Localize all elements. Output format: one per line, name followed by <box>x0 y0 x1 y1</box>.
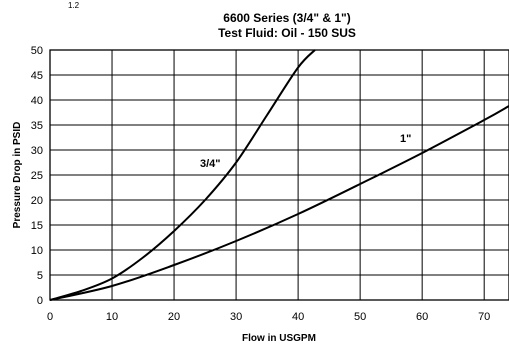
y-axis-label: Pressure Drop in PSID <box>12 122 23 229</box>
x-tick-70: 70 <box>478 311 490 323</box>
x-tick-40: 40 <box>292 311 304 323</box>
corner-text: 1.2 <box>68 1 80 10</box>
y-tick-40: 40 <box>31 95 43 107</box>
series-label-three-quarter-inch: 3/4" <box>200 158 221 170</box>
series-line-2 <box>49 105 509 301</box>
x-tick-50: 50 <box>354 311 366 323</box>
series-label-one-inch: 1" <box>400 133 411 145</box>
x-tick-20: 20 <box>168 311 180 323</box>
chart-subtitle: Test Fluid: Oil - 150 SUS <box>218 26 356 40</box>
series-line-1 <box>49 49 316 301</box>
y-tick-35: 35 <box>31 120 43 132</box>
y-tick-45: 45 <box>31 70 43 82</box>
tick-labels: 0 5 10 15 20 25 30 35 40 45 50 0 10 20 30 40 50 60 70 <box>31 45 491 323</box>
y-tick-50: 50 <box>31 45 43 57</box>
y-tick-15: 15 <box>31 220 43 232</box>
x-tick-60: 60 <box>416 311 428 323</box>
chart-title: 6600 Series (3/4" & 1") <box>223 11 350 25</box>
x-tick-0: 0 <box>47 311 53 323</box>
plot-frame <box>49 49 509 301</box>
y-tick-25: 25 <box>31 170 43 182</box>
y-tick-10: 10 <box>31 245 43 257</box>
x-axis-label: Flow in USGPM <box>242 333 316 344</box>
y-tick-30: 30 <box>31 145 43 157</box>
x-tick-30: 30 <box>230 311 242 323</box>
grid <box>49 49 509 301</box>
x-tick-10: 10 <box>106 311 118 323</box>
series-labels: 3/4" 1" <box>200 133 411 170</box>
y-tick-0: 0 <box>37 295 43 307</box>
y-tick-5: 5 <box>37 270 43 282</box>
y-tick-20: 20 <box>31 195 43 207</box>
curves <box>49 49 509 301</box>
